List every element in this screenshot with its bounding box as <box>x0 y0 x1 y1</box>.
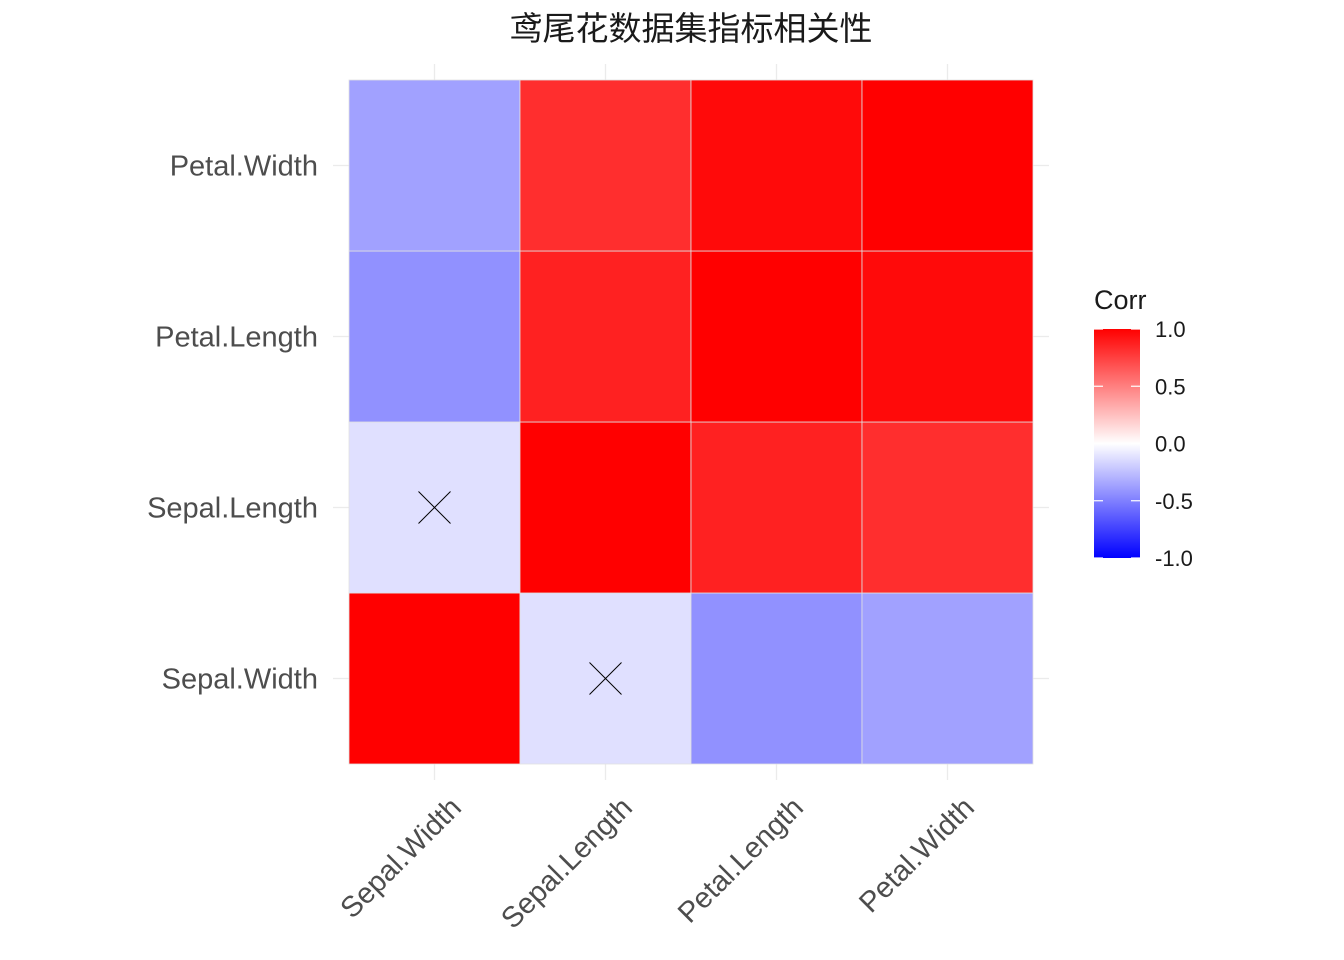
heatmap-cell-sepal-length-petal-length <box>519 250 692 423</box>
y-axis-labels: Sepal.Width Sepal.Length Petal.Length Petal… <box>147 151 318 696</box>
heatmap-cell-sepal-length-sepal-length <box>519 421 692 594</box>
legend-tick-label: -1.0 <box>1155 546 1193 571</box>
insignificance-marks <box>418 491 622 695</box>
heatmap-cell-sepal-width-petal-length <box>348 250 521 423</box>
legend-tick-label: 0.5 <box>1155 374 1186 399</box>
color-legend: Corr 1.0 0.5 0.0 -0.5 -1.0 <box>1094 285 1193 571</box>
x-axis-label-petal-length: Petal.Length <box>672 792 810 930</box>
y-axis-label-petal-length: Petal.Length <box>155 322 318 354</box>
y-axis-label-sepal-width: Sepal.Width <box>162 664 318 696</box>
heatmap-cell-petal-length-sepal-length <box>690 421 863 594</box>
legend-tick-label: -0.5 <box>1155 489 1193 514</box>
heatmap-cell-petal-width-sepal-width <box>861 592 1034 765</box>
x-axis-label-sepal-width: Sepal.Width <box>335 792 468 925</box>
heatmap-cell-petal-length-petal-width <box>690 79 863 252</box>
heatmap-cell-petal-width-sepal-length <box>861 421 1034 594</box>
insignificance-cross-sepal-length-sepal-width <box>589 662 622 695</box>
legend-tick-label: 1.0 <box>1155 317 1186 342</box>
chart-title: 鸢尾花数据集指标相关性 <box>510 9 873 48</box>
heatmap-cell-sepal-width-petal-width <box>348 79 521 252</box>
y-axis-label-sepal-length: Sepal.Length <box>147 493 318 525</box>
heatmap-cell-petal-width-petal-length <box>861 250 1034 423</box>
x-axis-label-sepal-length: Sepal.Length <box>495 792 638 935</box>
heatmap-cells <box>348 79 1034 765</box>
heatmap-cell-petal-length-petal-length <box>690 250 863 423</box>
legend-title: Corr <box>1094 285 1147 315</box>
heatmap-cell-petal-length-sepal-width <box>690 592 863 765</box>
heatmap-cell-sepal-width-sepal-width <box>348 592 521 765</box>
insignificance-cross-sepal-width-sepal-length <box>418 491 451 524</box>
legend-tick-label: 0.0 <box>1155 432 1186 457</box>
heatmap-cell-sepal-length-petal-width <box>519 79 692 252</box>
x-axis-label-petal-width: Petal.Width <box>853 792 980 919</box>
x-axis-labels: Sepal.Width Sepal.Length Petal.Length Petal… <box>335 792 981 935</box>
heatmap-cell-petal-width-petal-width <box>861 79 1034 252</box>
y-axis-label-petal-width: Petal.Width <box>170 151 318 183</box>
